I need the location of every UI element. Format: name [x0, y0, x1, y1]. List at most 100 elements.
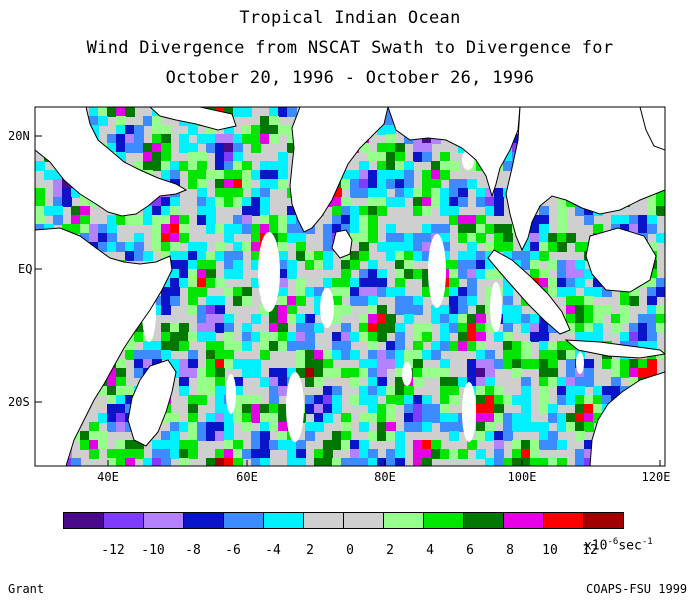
field-cell	[476, 422, 486, 432]
field-cell	[377, 278, 387, 288]
field-cell	[566, 413, 576, 423]
field-cell	[530, 251, 540, 261]
field-cell	[143, 215, 153, 225]
field-cell	[386, 125, 396, 135]
field-cell	[503, 152, 513, 162]
field-cell	[134, 143, 144, 153]
field-cell	[323, 395, 333, 405]
field-cell	[413, 377, 423, 387]
field-cell	[476, 215, 486, 225]
field-cell	[440, 368, 450, 378]
field-cell	[305, 422, 315, 432]
field-cell	[395, 179, 405, 189]
field-cell	[152, 296, 162, 306]
field-cell	[539, 422, 549, 432]
field-cell	[557, 422, 567, 432]
field-cell	[602, 305, 612, 315]
field-cell	[224, 350, 234, 360]
field-cell	[656, 197, 665, 207]
field-cell	[71, 224, 81, 234]
field-cell	[143, 116, 153, 126]
field-cell	[431, 314, 441, 324]
field-cell	[332, 287, 342, 297]
field-cell	[512, 341, 522, 351]
field-cell	[161, 206, 171, 216]
field-cell	[647, 332, 657, 342]
field-cell	[197, 305, 207, 315]
field-cell	[314, 404, 324, 414]
field-cell	[656, 278, 665, 288]
field-cell	[530, 422, 540, 432]
field-cell	[449, 188, 459, 198]
field-cell	[278, 332, 288, 342]
field-cell	[143, 143, 153, 153]
australia-landmass	[589, 371, 665, 466]
field-cell	[125, 350, 135, 360]
field-cell	[278, 242, 288, 252]
field-cell	[476, 350, 486, 360]
field-cell	[440, 161, 450, 171]
field-cell	[260, 206, 270, 216]
field-cell	[296, 368, 306, 378]
lat-ticks	[35, 135, 42, 403]
field-cell	[395, 341, 405, 351]
colorbar-swatch	[223, 512, 264, 529]
field-cell	[494, 359, 504, 369]
field-cell	[413, 440, 423, 450]
field-cell	[89, 224, 99, 234]
field-cell	[323, 242, 333, 252]
field-cell	[161, 170, 171, 180]
field-cell	[170, 278, 180, 288]
field-cell	[593, 278, 603, 288]
field-cell	[260, 188, 270, 198]
field-cell	[566, 278, 576, 288]
field-cell	[179, 161, 189, 171]
field-cell	[224, 188, 234, 198]
field-cell	[359, 359, 369, 369]
field-cell	[278, 125, 288, 135]
field-cell	[215, 152, 225, 162]
field-cell	[440, 449, 450, 459]
field-cell	[107, 386, 117, 396]
field-cell	[251, 368, 261, 378]
field-cell	[314, 251, 324, 261]
field-cell	[494, 395, 504, 405]
colorbar-units: x10-6sec-1	[584, 537, 653, 553]
field-cell	[89, 125, 99, 135]
field-cell	[539, 233, 549, 243]
field-cell	[530, 449, 540, 459]
field-cell	[584, 413, 594, 423]
field-cell	[332, 404, 342, 414]
field-cell	[494, 449, 504, 459]
field-cell	[224, 359, 234, 369]
field-cell	[395, 431, 405, 441]
field-cell	[476, 260, 486, 270]
field-cell	[242, 134, 252, 144]
field-cell	[440, 242, 450, 252]
field-cell	[116, 152, 126, 162]
field-cell	[575, 242, 585, 252]
field-cell	[548, 458, 558, 466]
field-cell	[359, 449, 369, 459]
field-cell	[170, 323, 180, 333]
field-cell	[431, 449, 441, 459]
field-cell	[206, 422, 216, 432]
field-cell	[125, 341, 135, 351]
field-cell	[503, 251, 513, 261]
field-cell	[539, 251, 549, 261]
field-cell	[287, 215, 297, 225]
field-cell	[386, 431, 396, 441]
field-cell	[485, 431, 495, 441]
field-cell	[368, 449, 378, 459]
field-cell	[161, 242, 171, 252]
field-cell	[422, 278, 432, 288]
field-cell	[278, 404, 288, 414]
field-cell	[116, 458, 126, 466]
field-cell	[341, 341, 351, 351]
field-cell	[629, 215, 639, 225]
field-cell	[476, 188, 486, 198]
swath-gap	[258, 232, 280, 312]
field-cell	[395, 386, 405, 396]
field-cell	[206, 197, 216, 207]
field-cell	[251, 413, 261, 423]
